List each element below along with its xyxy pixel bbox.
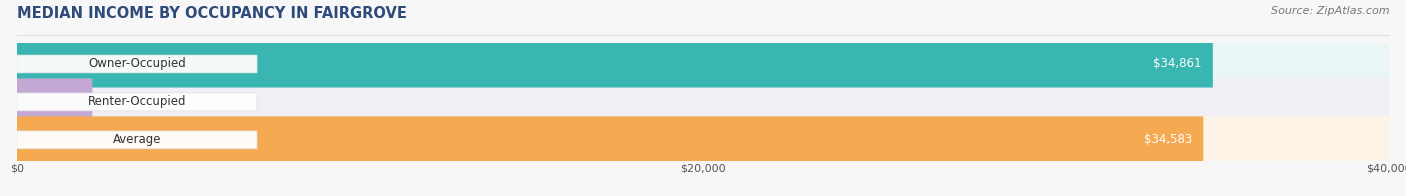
FancyBboxPatch shape [17, 40, 1213, 87]
FancyBboxPatch shape [17, 131, 257, 149]
Text: Source: ZipAtlas.com: Source: ZipAtlas.com [1271, 6, 1389, 16]
FancyBboxPatch shape [17, 78, 93, 125]
FancyBboxPatch shape [17, 93, 257, 111]
Text: Owner-Occupied: Owner-Occupied [89, 57, 186, 71]
FancyBboxPatch shape [17, 78, 1389, 125]
Text: $0: $0 [108, 95, 124, 108]
FancyBboxPatch shape [17, 55, 257, 73]
Text: MEDIAN INCOME BY OCCUPANCY IN FAIRGROVE: MEDIAN INCOME BY OCCUPANCY IN FAIRGROVE [17, 6, 406, 21]
FancyBboxPatch shape [17, 116, 1204, 163]
FancyBboxPatch shape [17, 40, 1389, 87]
Text: $34,861: $34,861 [1153, 57, 1202, 71]
FancyBboxPatch shape [17, 116, 1389, 163]
Text: Average: Average [112, 133, 162, 146]
Text: Renter-Occupied: Renter-Occupied [87, 95, 186, 108]
Text: $34,583: $34,583 [1144, 133, 1192, 146]
